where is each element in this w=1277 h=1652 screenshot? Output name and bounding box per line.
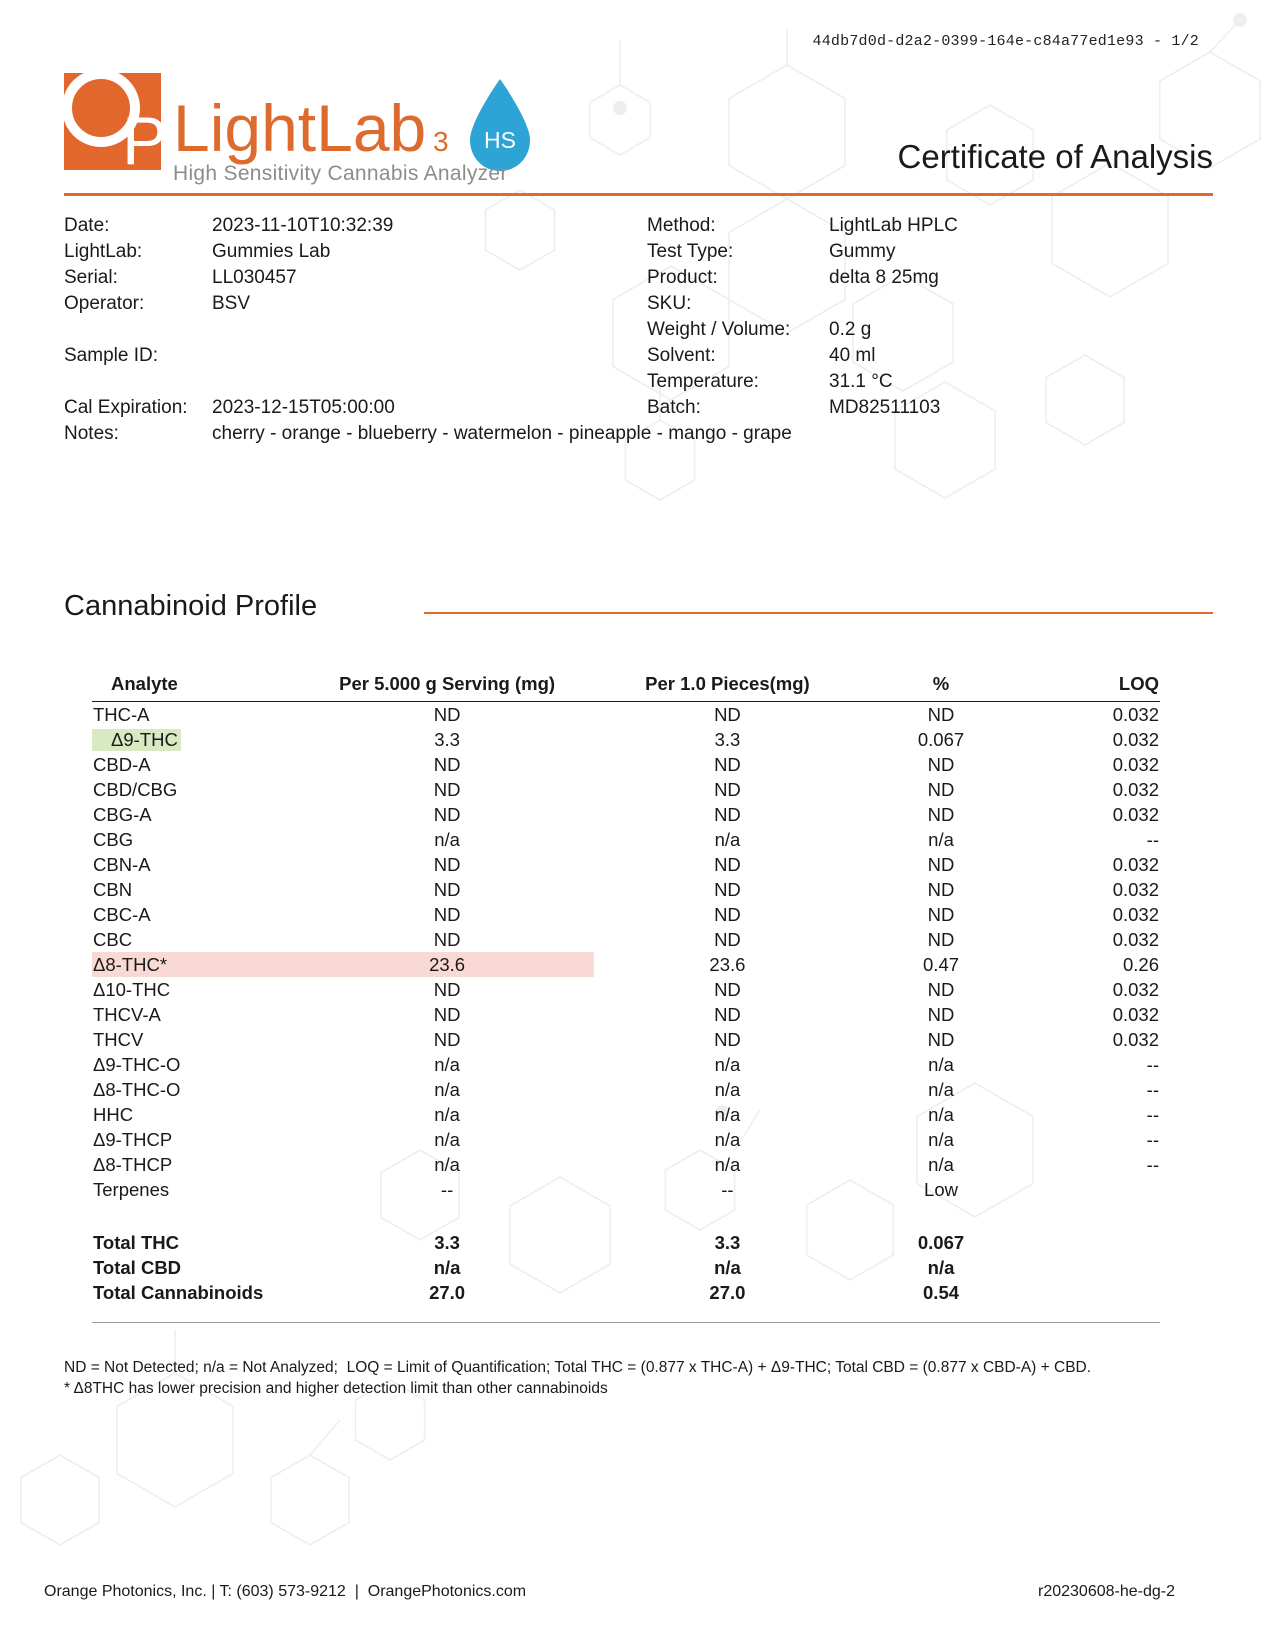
svg-text:LightLab: LightLab [173, 91, 426, 165]
svg-text:3: 3 [433, 126, 449, 157]
svg-text:P: P [122, 103, 167, 173]
svg-text:HS: HS [484, 127, 516, 153]
